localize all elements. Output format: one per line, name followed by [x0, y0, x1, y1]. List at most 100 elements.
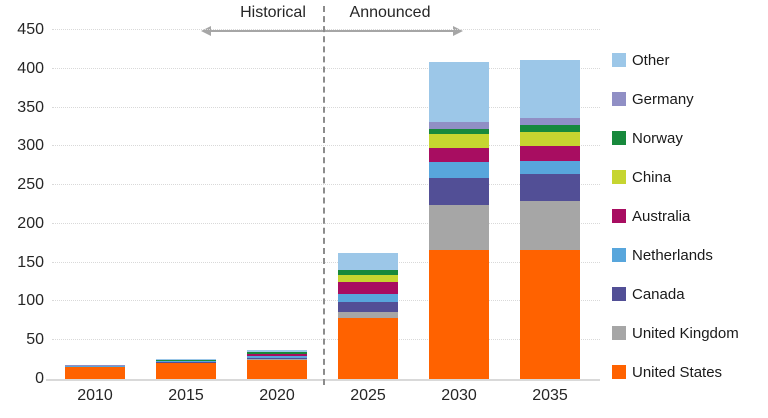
- legend-item-australia: Australia: [612, 207, 768, 225]
- bar-segment-united-kingdom-2030: [429, 205, 489, 251]
- legend-swatch-united-states: [612, 365, 626, 379]
- bar-segment-australia-2035: [520, 145, 580, 162]
- bar-segment-netherlands-2035: [520, 161, 580, 175]
- x-tick-label-2030: 2030: [441, 387, 477, 404]
- historical-announced-divider: [323, 6, 325, 385]
- bar-segment-germany-2030: [429, 122, 489, 129]
- x-axis: 2010 2015 2020 2025 2030 2035: [52, 387, 600, 409]
- legend-swatch-germany: [612, 92, 626, 106]
- bar-segment-norway-2030: [429, 128, 489, 134]
- gridline-100: [52, 300, 600, 302]
- x-tick-label-2025: 2025: [350, 387, 386, 404]
- historical-label: Historical: [240, 4, 306, 21]
- legend-label-germany: Germany: [632, 90, 694, 108]
- bar-segment-norway-2020: [247, 352, 307, 354]
- announced-label: Announced: [349, 4, 431, 21]
- y-tick-label-50: 50: [26, 331, 44, 349]
- bar-segment-netherlands-2020: [247, 356, 307, 358]
- x-tick-label-2020: 2020: [259, 387, 295, 404]
- gridline-400: [52, 67, 600, 69]
- legend-swatch-united-kingdom: [612, 326, 626, 340]
- bar-2025: [338, 253, 398, 379]
- y-tick-label-100: 100: [17, 292, 44, 310]
- bar-segment-canada-2025: [338, 302, 398, 312]
- bar-2030: [429, 61, 489, 379]
- bar-segment-united-states-2030: [429, 250, 489, 379]
- bar-segment-united-states-2025: [338, 317, 398, 379]
- span-arrow-line: [210, 30, 454, 32]
- legend-item-netherlands: Netherlands: [612, 246, 768, 264]
- y-tick-label-350: 350: [17, 98, 44, 116]
- bar-segment-norway-2025: [338, 270, 398, 275]
- plot-area: [46, 29, 600, 381]
- bar-segment-united-states-2035: [520, 250, 580, 379]
- bar-segment-other-2020: [247, 350, 307, 353]
- gridline-150: [52, 261, 600, 263]
- bar-segment-netherlands-2015: [156, 361, 216, 362]
- bar-2020: [247, 350, 307, 379]
- legend-label-canada: Canada: [632, 285, 685, 303]
- arrow-right-icon: [453, 26, 463, 36]
- legend-item-china: China: [612, 168, 768, 186]
- bar-segment-united-states-2010: [65, 366, 125, 379]
- legend-item-other: Other: [612, 51, 768, 69]
- legend-item-united-states: United States: [612, 363, 768, 381]
- bar-segment-china-2025: [338, 274, 398, 283]
- y-tick-label-200: 200: [17, 214, 44, 232]
- legend-swatch-china: [612, 170, 626, 184]
- bar-segment-china-2030: [429, 133, 489, 148]
- x-tick-label-2010: 2010: [77, 387, 113, 404]
- legend-label-united-states: United States: [632, 363, 723, 381]
- bar-segment-canada-2020: [247, 357, 307, 360]
- x-tick-label-2035: 2035: [532, 387, 568, 404]
- legend-swatch-norway: [612, 131, 626, 145]
- legend-label-other: Other: [632, 51, 670, 69]
- y-tick-label-400: 400: [17, 59, 44, 77]
- bar-segment-china-2020: [247, 353, 307, 355]
- bar-segment-other-2015: [156, 358, 216, 360]
- legend-item-united-kingdom: United Kingdom: [612, 324, 768, 342]
- gridline-450: [52, 29, 600, 30]
- y-axis: 0 50 100 150 200 250 300 350 400 450: [0, 21, 44, 387]
- legend: Other Germany Norway China Australia Netherla…: [612, 52, 768, 403]
- bar-segment-australia-2025: [338, 282, 398, 295]
- x-tick-label-2015: 2015: [168, 387, 204, 404]
- legend-label-norway: Norway: [632, 129, 683, 147]
- bar-segment-australia-2030: [429, 147, 489, 162]
- bar-segment-germany-2035: [520, 118, 580, 125]
- legend-item-canada: Canada: [612, 285, 768, 303]
- y-tick-label-250: 250: [17, 176, 44, 194]
- y-tick-label-150: 150: [17, 253, 44, 271]
- gridline-300: [52, 145, 600, 147]
- bar-segment-canada-2015: [156, 361, 216, 363]
- bar-segment-china-2035: [520, 131, 580, 146]
- bar-segment-united-kingdom-2035: [520, 200, 580, 251]
- gridline-350: [52, 106, 600, 108]
- bar-segment-norway-2015: [156, 359, 216, 361]
- bar-segment-other-2025: [338, 253, 398, 270]
- bar-segment-germany-2025: [338, 269, 398, 271]
- y-tick-label-450: 450: [17, 21, 44, 38]
- bar-segment-other-2030: [429, 61, 489, 123]
- legend-swatch-other: [612, 53, 626, 67]
- bar-segment-netherlands-2025: [338, 294, 398, 303]
- bar-segment-united-kingdom-2020: [247, 359, 307, 360]
- legend-label-australia: Australia: [632, 207, 691, 225]
- legend-label-china: China: [632, 168, 672, 186]
- legend-item-norway: Norway: [612, 129, 768, 147]
- gridline-250: [52, 184, 600, 186]
- gridline-50: [52, 339, 600, 341]
- bar-2010: [65, 365, 125, 379]
- legend-swatch-australia: [612, 209, 626, 223]
- legend-label-netherlands: Netherlands: [632, 246, 713, 264]
- bar-segment-netherlands-2030: [429, 161, 489, 179]
- bar-segment-united-kingdom-2025: [338, 311, 398, 318]
- legend-item-germany: Germany: [612, 90, 768, 108]
- bar-segment-united-states-2015: [156, 363, 216, 379]
- legend-swatch-netherlands: [612, 248, 626, 262]
- legend-swatch-canada: [612, 287, 626, 301]
- y-tick-label-0: 0: [35, 370, 44, 387]
- bar-2015: [156, 358, 216, 379]
- legend-label-united-kingdom: United Kingdom: [632, 324, 739, 342]
